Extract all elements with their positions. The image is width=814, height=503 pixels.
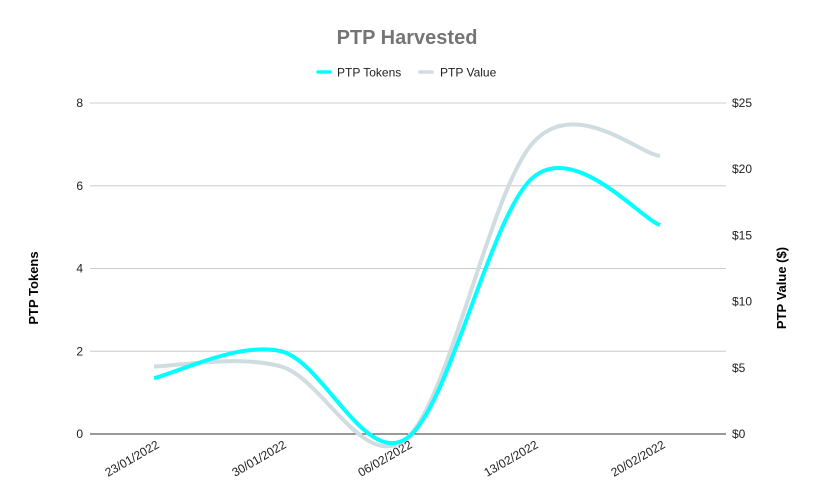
chart-title: PTP Harvested (337, 27, 478, 49)
gridlines (90, 102, 726, 435)
y-tick-right: $15 (732, 228, 752, 242)
y-axis-left-ticks: 0 2 4 6 8 (76, 96, 83, 441)
x-tick-label: 20/02/2022 (608, 437, 667, 479)
series-line-ptp-tokens (153, 166, 661, 446)
y-tick-left: 6 (76, 179, 83, 193)
y-axis-right-title: PTP Value ($) (774, 247, 789, 329)
y-tick-left: 0 (76, 427, 83, 441)
x-tick-label: 23/01/2022 (102, 437, 161, 479)
x-tick-label: 30/01/2022 (229, 437, 288, 479)
y-axis-left-title: PTP Tokens (26, 251, 41, 324)
y-tick-right: $10 (732, 295, 752, 309)
y-tick-right: $20 (732, 162, 752, 176)
y-tick-right: $25 (732, 96, 752, 110)
legend-label-ptp-tokens: PTP Tokens (337, 66, 401, 80)
x-tick-label: 13/02/2022 (481, 437, 540, 479)
y-tick-left: 2 (76, 344, 83, 358)
y-axis-right-ticks: $0 $5 $10 $15 $20 $25 (732, 96, 752, 441)
legend: PTP Tokens PTP Value (316, 66, 497, 80)
y-tick-left: 8 (76, 96, 83, 110)
y-tick-right: $0 (732, 427, 746, 441)
y-tick-left: 4 (76, 262, 83, 276)
series-lines (153, 122, 661, 449)
y-tick-right: $5 (732, 361, 746, 375)
legend-label-ptp-value: PTP Value (440, 66, 497, 80)
